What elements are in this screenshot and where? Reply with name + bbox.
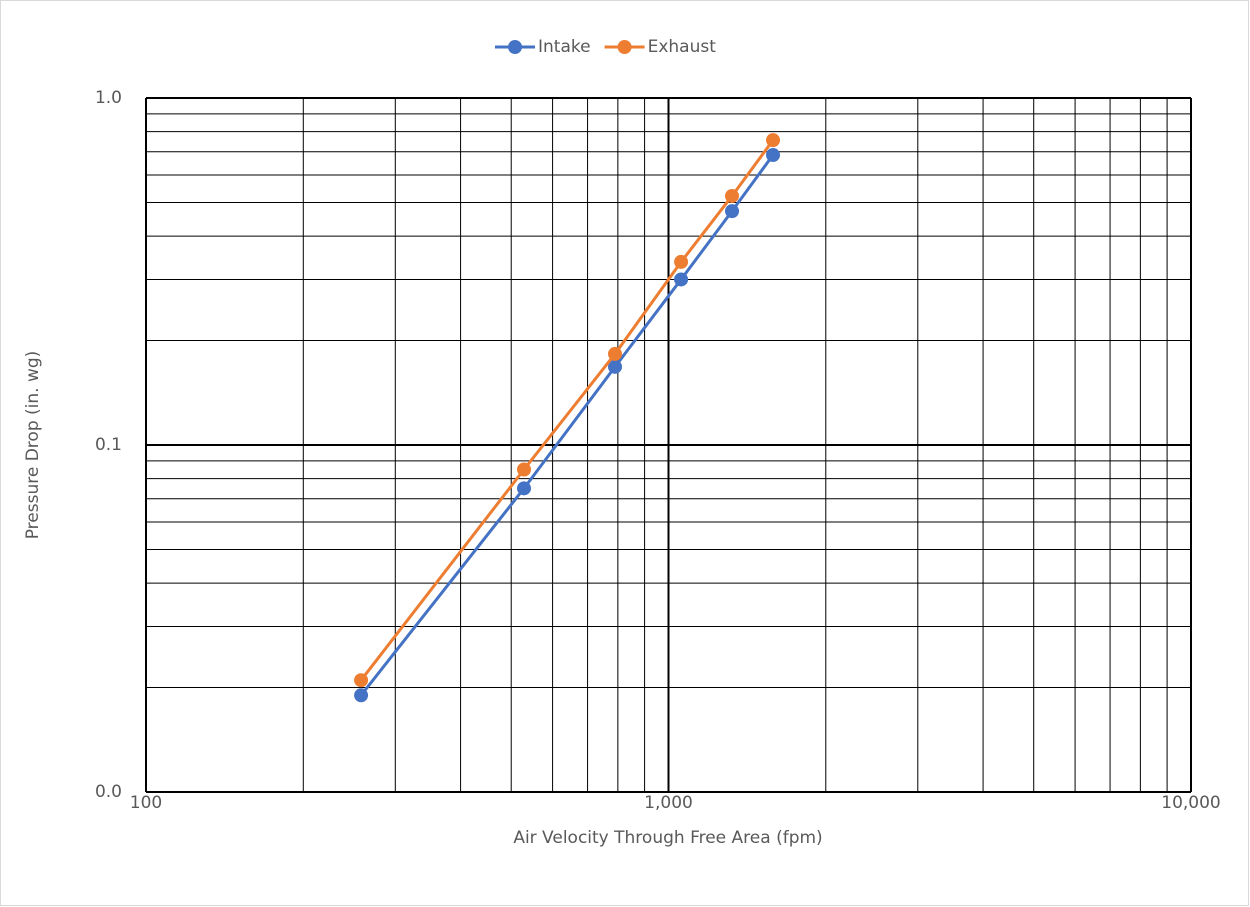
y-axis-label: Pressure Drop (in. wg) — [23, 351, 43, 540]
data-point — [517, 462, 532, 477]
y-tick-label: 0.0 — [95, 782, 122, 802]
y-tick-label: 1.0 — [95, 88, 122, 108]
x-tick-label: 1,000 — [644, 793, 693, 813]
data-point — [608, 359, 623, 374]
data-point — [766, 148, 781, 163]
data-point — [766, 133, 781, 148]
y-tick-label: 0.1 — [95, 435, 122, 455]
series-line — [359, 139, 775, 682]
data-point — [517, 481, 532, 496]
data-point — [354, 688, 369, 703]
x-axis-label: Air Velocity Through Free Area (fpm) — [513, 828, 822, 848]
series-line — [359, 154, 775, 697]
legend-marker — [617, 40, 632, 54]
data-point — [608, 346, 623, 361]
data-point — [725, 188, 740, 203]
data-point — [354, 673, 369, 688]
x-tick-label: 100 — [130, 793, 162, 813]
data-point — [674, 254, 689, 269]
legend-label: Intake — [538, 37, 591, 57]
data-point — [725, 204, 740, 219]
x-tick-label: 10,000 — [1161, 793, 1220, 813]
data-point — [674, 272, 689, 287]
legend-label: Exhaust — [648, 37, 717, 57]
legend-marker — [508, 40, 522, 54]
